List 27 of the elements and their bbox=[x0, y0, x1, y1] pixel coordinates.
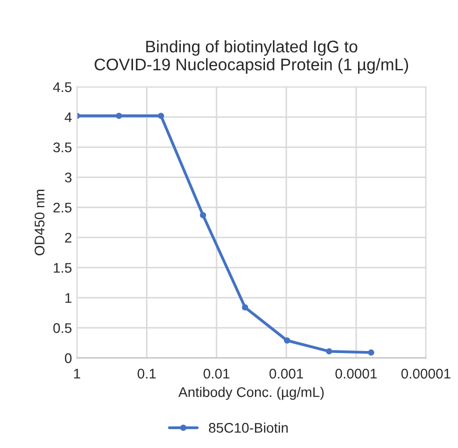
y-tick-label: 0.5 bbox=[53, 323, 72, 334]
y-tick-label: 1.5 bbox=[54, 263, 72, 273]
y-tick-label: 4 bbox=[64, 112, 72, 122]
x-tick-label: 0.0001 bbox=[335, 368, 377, 379]
y-tick-label: 0 bbox=[64, 353, 72, 364]
point bbox=[242, 304, 248, 310]
point bbox=[116, 112, 122, 119]
x-tick-label: 1 bbox=[74, 368, 80, 378]
point bbox=[368, 349, 374, 356]
x-axis-title: Antibody Conc. (µg/mL) bbox=[178, 386, 324, 400]
chart-title: Binding of biotinylated IgG to COVID-19 Nucleocapsid Protein (1 µg/mL) bbox=[94, 40, 408, 74]
point bbox=[158, 112, 164, 119]
y-axis-title: OD450 nm bbox=[34, 190, 44, 256]
y-tick-label: 2.5 bbox=[53, 202, 72, 213]
y-tick-label: 3.5 bbox=[53, 142, 72, 152]
y-tick-label: 1 bbox=[65, 293, 72, 303]
legend-label: 85C10-Biotin bbox=[208, 422, 288, 433]
y-tick-label: 4.5 bbox=[53, 82, 72, 92]
point bbox=[284, 337, 290, 344]
x-tick-label: 0.001 bbox=[270, 368, 304, 379]
y-tick-label: 3 bbox=[64, 172, 72, 182]
point bbox=[326, 348, 332, 354]
x-tick-label: 0.00001 bbox=[401, 368, 450, 379]
x-tick-label: 0.1 bbox=[138, 368, 156, 379]
point bbox=[200, 212, 206, 218]
y-tick-label: 2 bbox=[65, 232, 72, 243]
x-tick-label: 0.01 bbox=[204, 368, 230, 379]
